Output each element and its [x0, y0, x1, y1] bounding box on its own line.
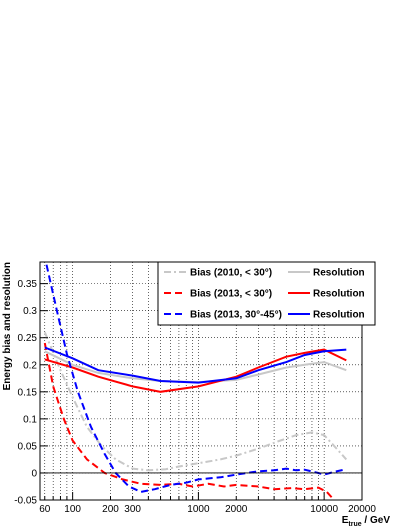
y-tick-label: -0.05: [14, 496, 37, 507]
y-tick-label: 0.25: [18, 333, 38, 344]
y-axis-title: Energy bias and resolution: [2, 262, 13, 390]
legend-box: [157, 261, 376, 326]
x-tick-label: 1000: [187, 504, 210, 515]
series-line-4: [44, 348, 347, 393]
y-tick-label: 0.1: [23, 414, 37, 425]
tick-labels: 60 100 200 300 1000 2000 10000 20000 -0.05 0 0.05 0…: [14, 279, 376, 515]
x-tick-label: 20000: [348, 504, 376, 515]
legend: Bias (2010, < 30°) Resolution Bias (2013, …: [157, 261, 376, 326]
series-line-3: [43, 342, 335, 501]
x-tick-label: 60: [39, 504, 51, 515]
legend-label: Resolution: [313, 310, 365, 321]
axis-ticks: [40, 283, 325, 501]
legend-label: Bias (2013, 30°-45°): [190, 310, 282, 321]
y-tick-label: 0.05: [18, 441, 38, 452]
x-axis-title: Etrue / GeV: [342, 515, 391, 527]
x-tick-label: 200: [102, 504, 119, 515]
legend-label: Bias (2010, < 30°): [190, 268, 272, 279]
series-line-5: [45, 264, 347, 493]
legend-label: Resolution: [313, 289, 365, 300]
legend-label: Resolution: [313, 268, 365, 279]
x-axis-title-subscript: true: [348, 521, 361, 527]
y-tick-label: 0.2: [23, 360, 37, 371]
y-tick-label: 0.15: [18, 387, 38, 398]
y-tick-label: 0.3: [23, 306, 37, 317]
y-tick-label: 0: [31, 468, 37, 479]
x-tick-label: 2000: [225, 504, 248, 515]
y-tick-label: 0.35: [18, 279, 38, 290]
x-tick-label: 300: [124, 504, 141, 515]
data-series: [43, 264, 348, 501]
series-line-6: [44, 346, 347, 384]
x-tick-label: 10000: [310, 504, 338, 515]
x-axis-title-main: E: [342, 515, 349, 526]
x-axis-title-unit: / GeV: [362, 515, 391, 526]
series-line-1: [43, 331, 348, 472]
x-tick-label: 100: [64, 504, 81, 515]
legend-label: Bias (2013, < 30°): [190, 289, 272, 300]
